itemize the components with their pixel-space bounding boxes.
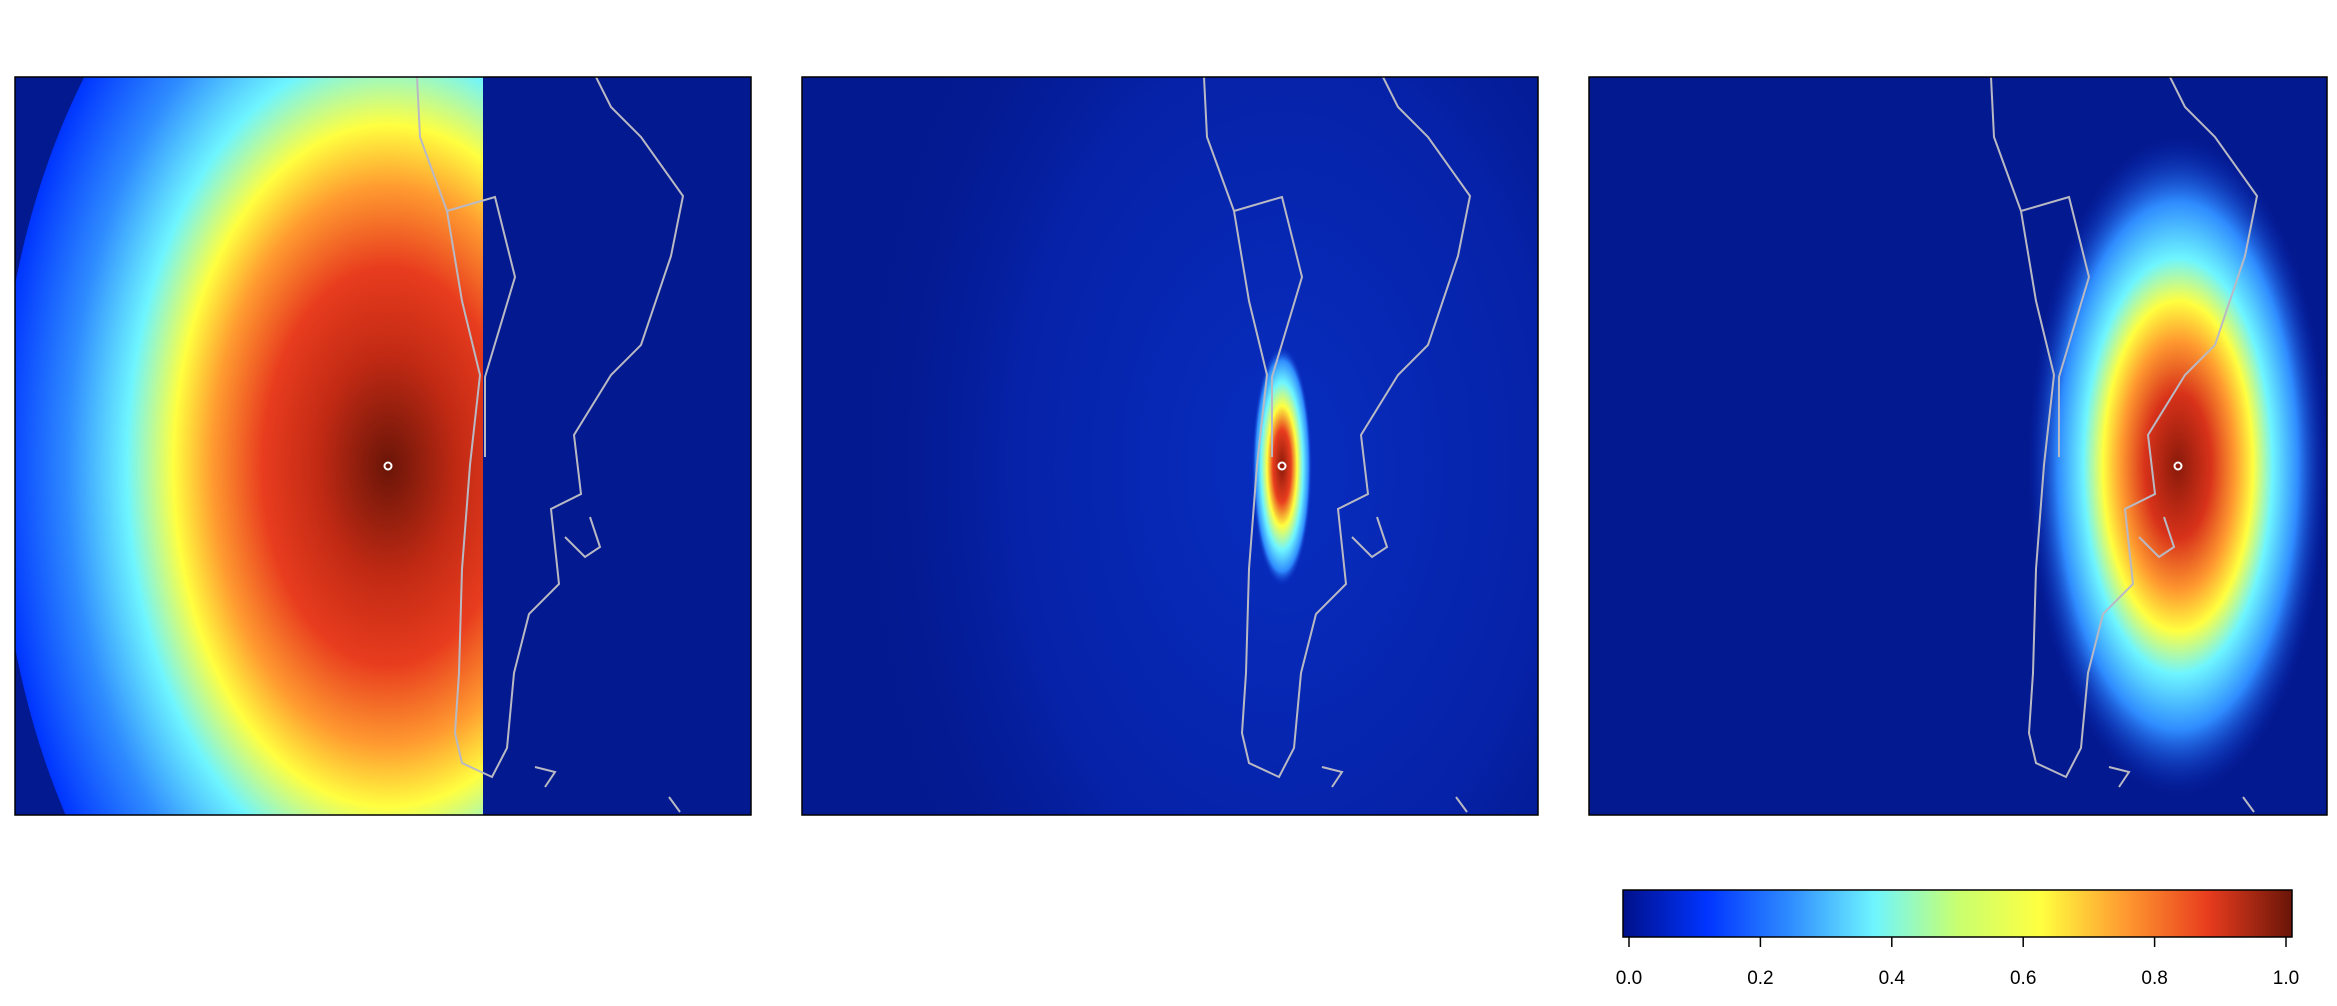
panel-1: [14, 76, 752, 816]
colorbar-scale: [1622, 889, 2293, 938]
tick-label: 1.0: [2273, 968, 2299, 989]
tick-label: 0.0: [1616, 968, 1642, 989]
tick-label: 0.6: [2010, 968, 2036, 989]
panel-3: [1588, 76, 2328, 816]
tick-label: 0.8: [2141, 968, 2167, 989]
tick-label: 0.2: [1747, 968, 1773, 989]
tick-label: 0.4: [1879, 968, 1906, 989]
colorbar: 0.0 0.2 0.4 0.6 0.8 1.0: [1616, 889, 2299, 989]
panel-2: [801, 76, 1539, 816]
